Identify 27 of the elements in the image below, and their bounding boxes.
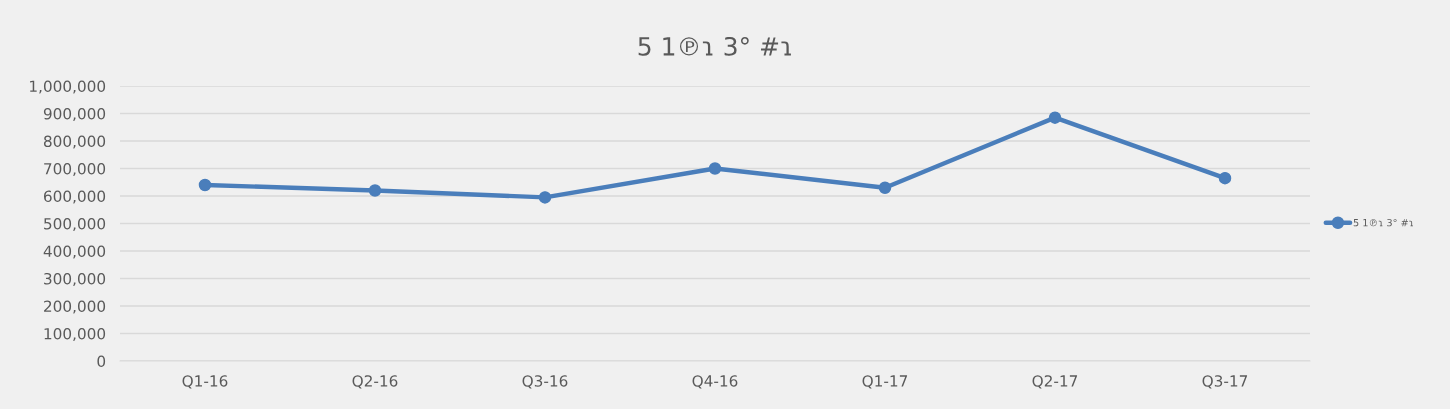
y-tick-label: 800,000 (43, 135, 106, 149)
y-tick-label: 1,000,000 (30, 80, 106, 94)
point (198, 178, 212, 192)
y-tick-label: 300,000 (44, 272, 106, 287)
point (1048, 111, 1062, 124)
x-tick-label: Q4-16 (692, 375, 738, 389)
y-tick-label: 600,000 (44, 190, 106, 204)
y-tick-label: 900,000 (43, 107, 106, 122)
x-tick-label: Q1-17 (862, 375, 908, 389)
x-tick-label: Q3-17 (1202, 375, 1248, 389)
y-tick-label: 100,000 (44, 327, 106, 342)
point (878, 181, 892, 195)
y-tick-label: 200,000 (44, 300, 106, 314)
point (368, 184, 382, 197)
y-tick-label: 700,000 (44, 162, 106, 177)
legend-label: 5 1℗ɿ 3° #ɿ (1353, 218, 1413, 227)
point (538, 191, 552, 204)
point (708, 162, 722, 175)
x-tick-label: Q2-16 (352, 375, 398, 389)
x-tick-label: Q3-16 (522, 375, 568, 389)
x-tick-label: Q2-17 (1032, 375, 1078, 389)
y-tick-label: 0 (97, 355, 106, 368)
y-tick-label: 500,000 (44, 217, 106, 232)
y-tick-label: 400,000 (43, 245, 106, 259)
point (1218, 171, 1232, 185)
x-tick-label: Q1-16 (182, 375, 228, 389)
chart-title: 5 1℗ɿ 3° #ɿ (638, 36, 791, 56)
